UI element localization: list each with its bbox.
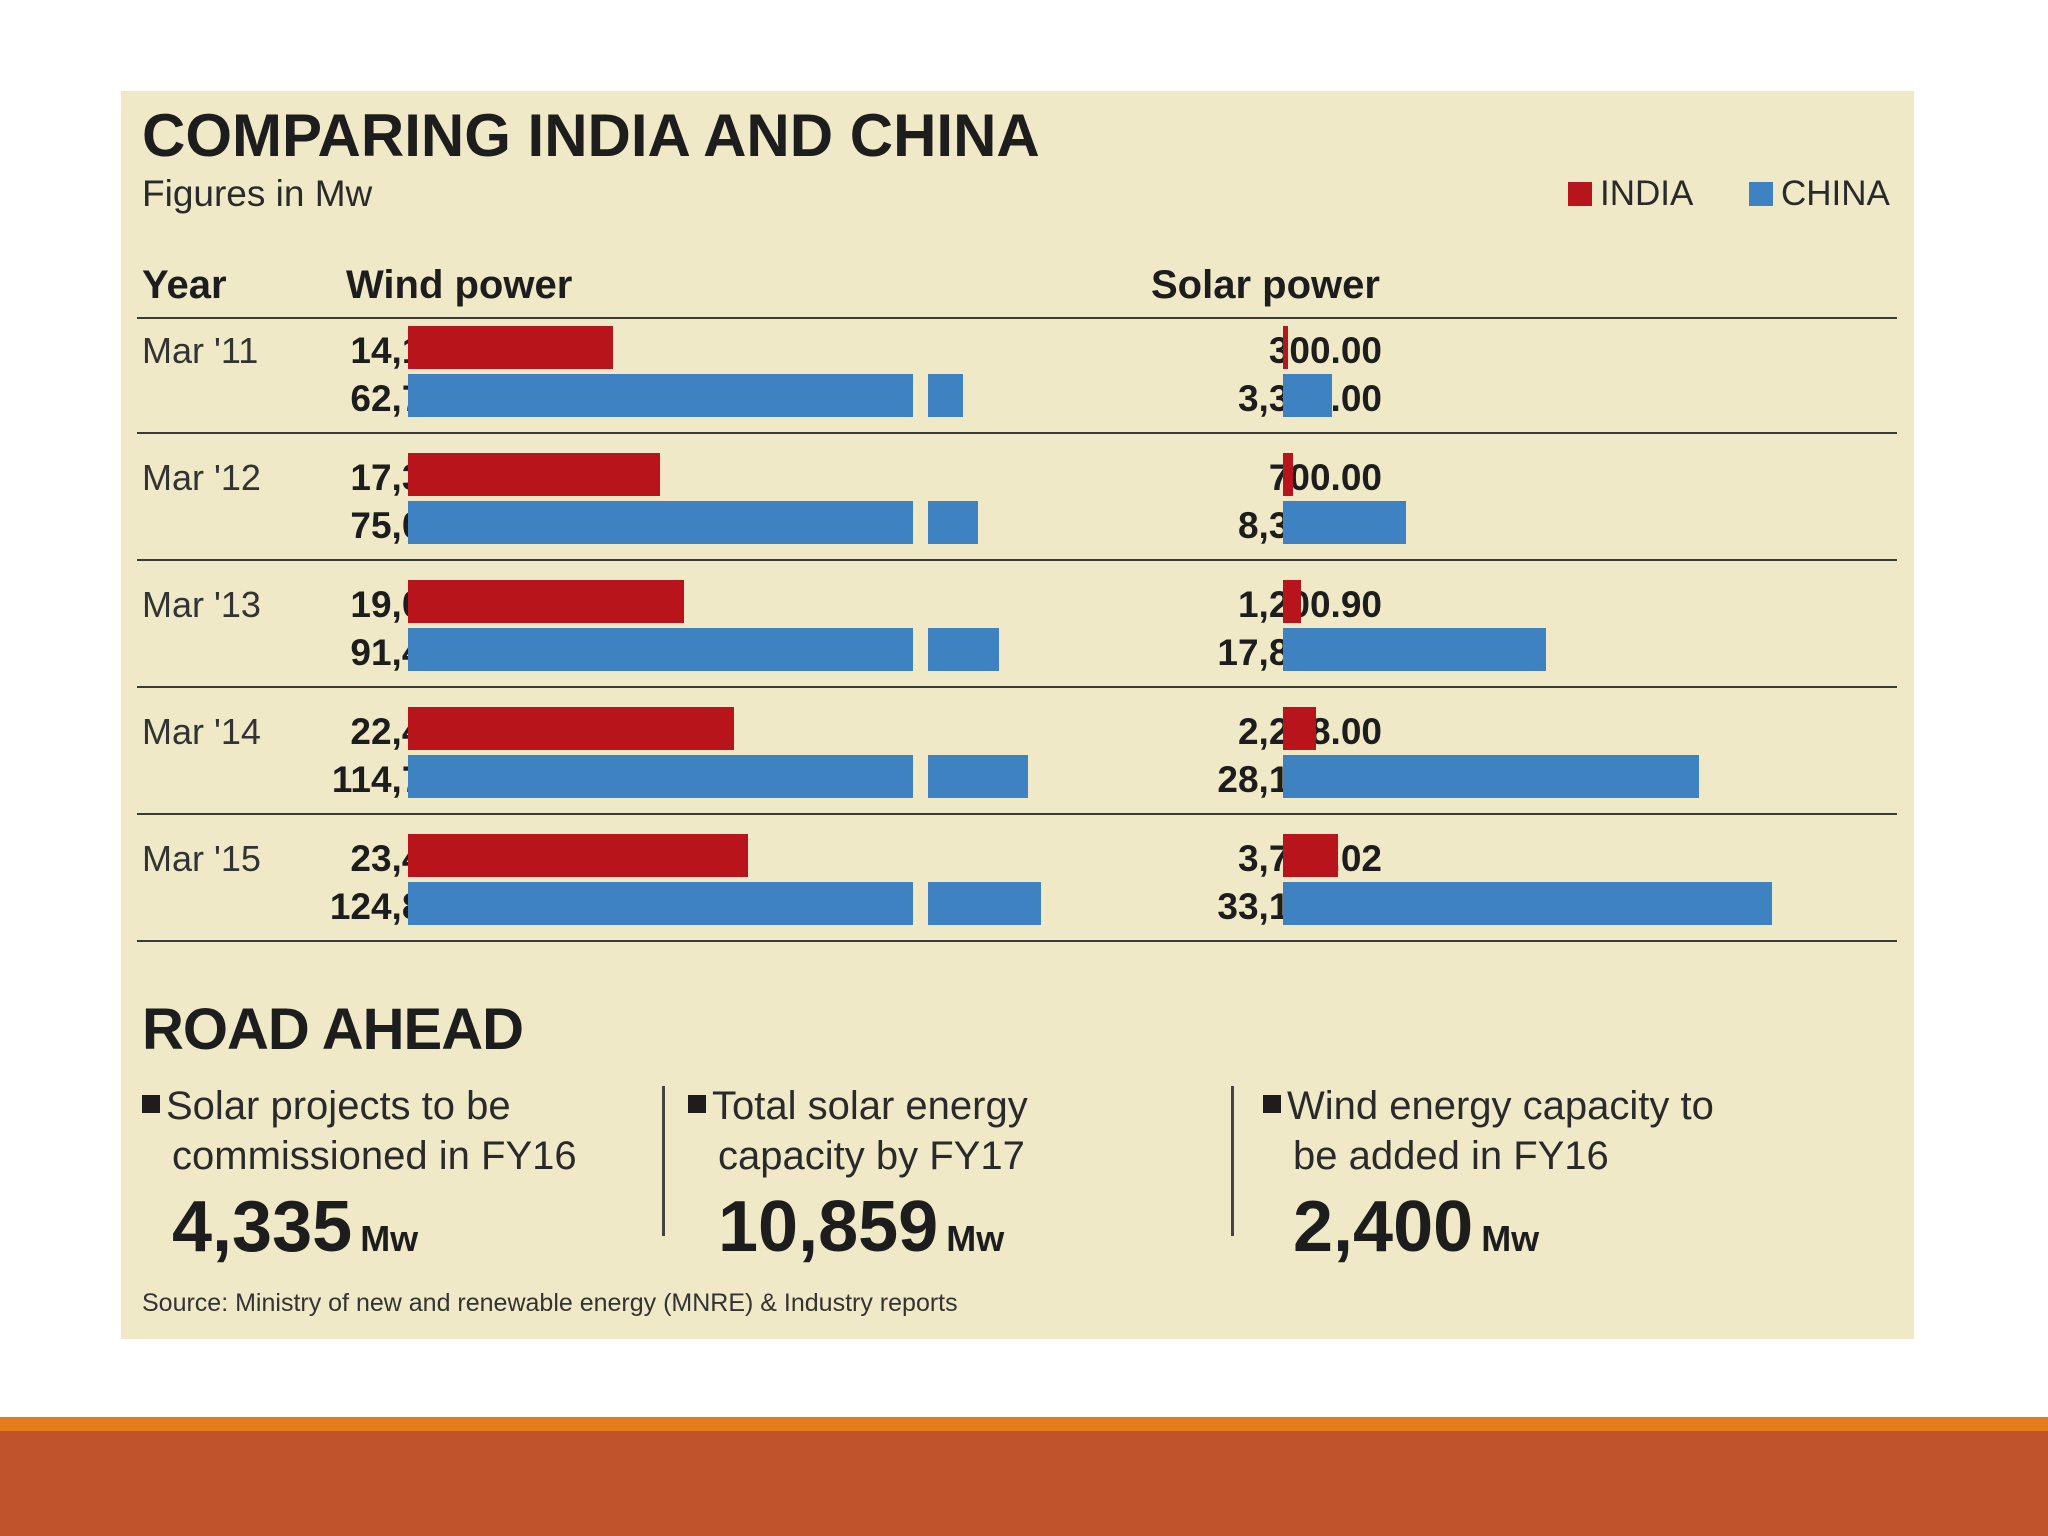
solar-india-bar — [1283, 326, 1288, 369]
source-note: Source: Ministry of new and renewable en… — [142, 1289, 958, 1317]
wind-china-bar-tail — [928, 755, 1029, 798]
solar-india-bar — [1283, 580, 1301, 623]
solar-india-label: 700.00 — [1268, 457, 1382, 498]
road-ahead-desc-line1: Wind energy capacity to — [1287, 1084, 1714, 1128]
row-separator — [137, 813, 1897, 815]
row-separator — [137, 940, 1897, 942]
road-ahead-desc-line2: commissioned in FY16 — [172, 1134, 577, 1178]
road-ahead-desc: Solar projects to be commissioned in FY16 — [142, 1081, 577, 1181]
solar-china-bar — [1283, 882, 1772, 925]
solar-india-label: 2,208.00 — [1121, 711, 1382, 753]
solar-china-bar — [1283, 501, 1406, 544]
road-ahead-desc-line1: Solar projects to be — [166, 1084, 511, 1128]
wind-india-bar — [408, 326, 614, 369]
road-ahead-item-solar-projects: Solar projects to be commissioned in FY16… — [142, 1081, 577, 1279]
solar-india-bar — [1283, 707, 1316, 750]
road-ahead-desc: Total solar energy capacity by FY17 — [688, 1081, 1028, 1181]
wind-china-bar — [408, 628, 913, 671]
row-separator — [137, 559, 1897, 561]
legend-india-label: INDIA — [1600, 174, 1694, 213]
road-ahead-number: 10,859 — [718, 1187, 939, 1267]
bullet-square — [142, 1095, 160, 1114]
year-label: Mar '15 — [142, 838, 261, 879]
road-ahead-number: 4,335 — [172, 1187, 353, 1267]
road-ahead-unit: Mw — [360, 1218, 419, 1259]
road-ahead-item-wind-capacity: Wind energy capacity to be added in FY16 … — [1263, 1081, 1714, 1279]
column-header-year: Year — [142, 263, 227, 307]
road-ahead-number: 2,400 — [1293, 1187, 1474, 1267]
road-ahead-desc-line2: capacity by FY17 — [718, 1134, 1025, 1178]
chart-title: COMPARING INDIA AND CHINA — [142, 102, 1040, 169]
year-label: Mar '11 — [142, 330, 259, 371]
year-label: Mar '12 — [142, 457, 261, 498]
wind-china-bar-tail — [928, 628, 1000, 671]
column-header-wind: Wind power — [346, 263, 573, 307]
solar-india-label: 300.00 — [1268, 330, 1382, 371]
wind-india-bar — [408, 707, 734, 750]
divider — [662, 1086, 665, 1236]
legend-china-swatch — [1749, 182, 1773, 206]
bullet-square — [688, 1095, 706, 1114]
wind-china-bar — [408, 501, 913, 544]
solar-india-label: 1,200.90 — [1237, 584, 1382, 625]
solar-india-bar — [1283, 834, 1339, 877]
solar-china-bar — [1283, 628, 1546, 671]
solar-china-label: 3,300.00 — [1121, 378, 1382, 420]
legend-china: CHINA — [1749, 174, 1890, 214]
road-ahead-value: 2,400 Mw — [1263, 1187, 1714, 1279]
road-ahead-value: 10,859 Mw — [688, 1187, 1028, 1279]
legend-china-label: CHINA — [1781, 174, 1890, 213]
road-ahead-desc-line2: be added in FY16 — [1293, 1134, 1609, 1178]
wind-india-bar — [408, 580, 685, 623]
wind-china-bar-tail — [928, 501, 979, 544]
header-rule — [137, 317, 1897, 319]
row-separator — [137, 432, 1897, 434]
wind-india-bar — [408, 834, 748, 877]
infographic: COMPARING INDIA AND CHINA Figures in Mw … — [121, 91, 1914, 1339]
road-ahead-unit: Mw — [946, 1218, 1005, 1259]
year-label: Mar '14 — [142, 711, 261, 752]
road-ahead-value: 4,335 Mw — [142, 1187, 577, 1279]
solar-india-bar — [1283, 453, 1294, 496]
road-ahead-unit: Mw — [1481, 1218, 1540, 1259]
year-label: Mar '13 — [142, 584, 261, 625]
bullet-square — [1263, 1095, 1281, 1114]
column-header-solar: Solar power — [1151, 263, 1380, 307]
wind-china-bar — [408, 374, 913, 417]
wind-china-bar-tail — [928, 374, 963, 417]
road-ahead-title: ROAD AHEAD — [142, 997, 524, 1062]
divider — [1231, 1086, 1234, 1236]
road-ahead-desc-line1: Total solar energy — [712, 1084, 1028, 1128]
row-separator — [137, 686, 1897, 688]
wind-china-bar — [408, 882, 913, 925]
solar-india-label: 3,752.02 — [1121, 838, 1382, 880]
road-ahead-desc: Wind energy capacity to be added in FY16 — [1263, 1081, 1714, 1181]
legend-india: INDIA — [1568, 174, 1693, 214]
solar-china-bar — [1283, 374, 1332, 417]
slide-footer-band — [0, 1417, 2048, 1536]
legend-india-swatch — [1568, 182, 1592, 206]
wind-china-bar — [408, 755, 913, 798]
wind-china-bar-tail — [928, 882, 1041, 925]
chart-subtitle: Figures in Mw — [142, 173, 373, 214]
solar-china-bar — [1283, 755, 1700, 798]
road-ahead-item-total-solar: Total solar energy capacity by FY17 10,85… — [688, 1081, 1028, 1279]
wind-india-bar — [408, 453, 660, 496]
